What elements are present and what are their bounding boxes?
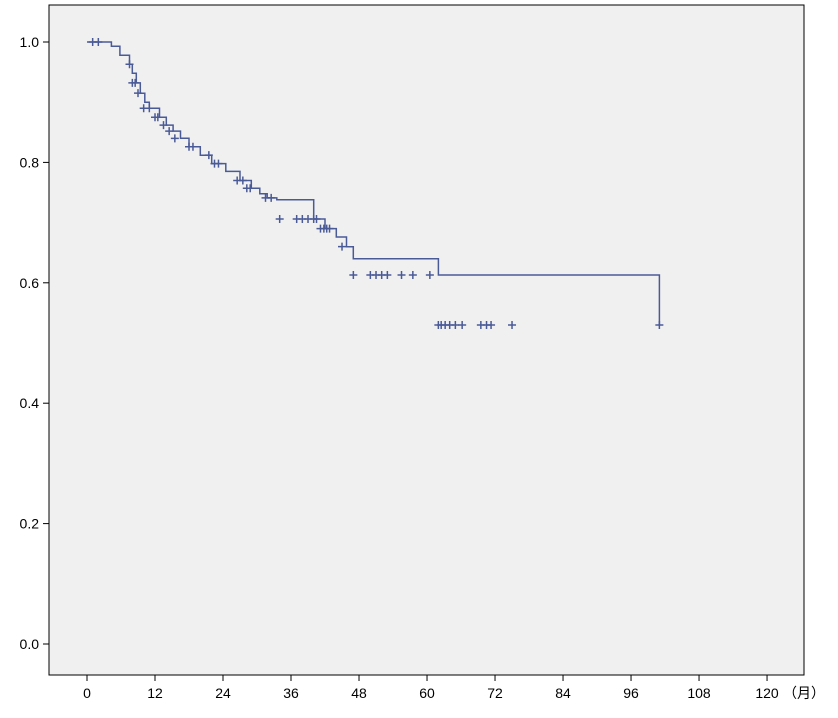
censor-mark <box>408 270 417 279</box>
x-tick-label: 120 <box>755 685 779 701</box>
x-tick-label: 96 <box>623 685 639 701</box>
censor-mark <box>125 60 134 69</box>
censor-mark <box>131 78 140 87</box>
y-tick-label: 0.2 <box>20 516 40 532</box>
x-axis-unit-label: （月） <box>783 686 825 702</box>
censor-mark <box>349 270 358 279</box>
censor-mark <box>246 184 255 193</box>
y-tick-label: 0.6 <box>20 275 40 291</box>
censor-mark <box>397 270 406 279</box>
y-tick-label: 1.0 <box>20 34 40 50</box>
x-axis: 0 12 24 36 48 60 72 84 96 108 120 <box>83 675 779 701</box>
censor-mark <box>325 224 334 233</box>
censor-mark <box>94 38 103 46</box>
censor-mark <box>267 193 276 202</box>
x-tick-label: 0 <box>83 685 91 701</box>
y-tick-label: 0.8 <box>20 154 40 170</box>
censor-mark <box>165 127 174 136</box>
censor-mark <box>508 320 517 329</box>
censor-mark <box>451 320 460 329</box>
x-tick-label: 60 <box>419 685 435 701</box>
y-tick-label: 0.0 <box>20 636 40 652</box>
censor-mark <box>238 176 247 185</box>
censor-mark <box>134 89 143 98</box>
x-tick-label: 24 <box>215 685 231 701</box>
censor-mark <box>153 113 162 122</box>
censor-mark <box>312 214 321 223</box>
x-tick-label: 36 <box>283 685 299 701</box>
plot-background <box>48 4 805 676</box>
censor-mark <box>214 159 223 168</box>
censor-mark <box>655 320 664 329</box>
y-axis: 0.0 0.2 0.4 0.6 0.8 1.0 <box>20 34 49 652</box>
censor-mark <box>204 151 213 160</box>
y-tick-label: 0.4 <box>20 395 40 411</box>
x-tick-label: 108 <box>687 685 711 701</box>
x-tick-label: 48 <box>351 685 367 701</box>
x-tick-label: 12 <box>147 685 163 701</box>
censor-mark <box>188 142 197 151</box>
censor-mark <box>487 320 496 329</box>
censor-mark <box>338 242 347 251</box>
censor-marks <box>88 38 664 329</box>
censor-mark <box>145 104 154 113</box>
censor-mark <box>275 214 284 223</box>
censor-mark <box>170 134 179 143</box>
censor-mark <box>383 270 392 279</box>
censor-mark <box>159 121 168 130</box>
censor-mark <box>458 320 467 329</box>
x-tick-label: 84 <box>555 685 571 701</box>
censor-mark <box>425 270 434 279</box>
x-tick-label: 72 <box>487 685 503 701</box>
